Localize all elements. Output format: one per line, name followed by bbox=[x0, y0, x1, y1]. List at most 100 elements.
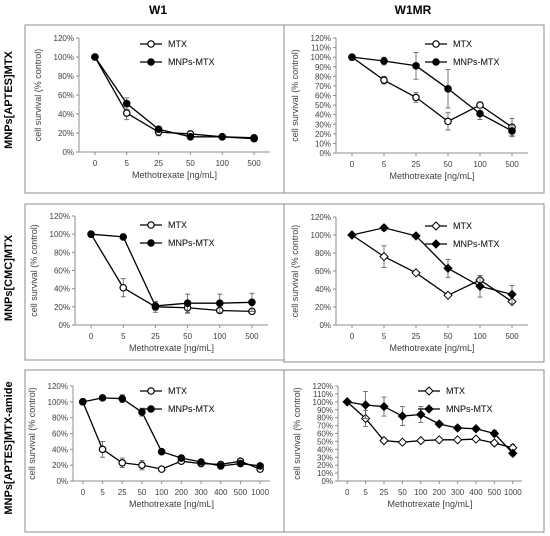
legend-label: MNPs-MTX bbox=[453, 239, 500, 249]
data-point bbox=[412, 93, 420, 102]
y-tick-label: 50% bbox=[315, 101, 331, 110]
y-axis-title: cell survival (% control) bbox=[290, 49, 300, 142]
x-tick-label: 500 bbox=[505, 160, 519, 169]
data-point bbox=[215, 299, 224, 308]
y-tick-label: 80% bbox=[315, 72, 331, 81]
series-line bbox=[82, 401, 261, 470]
y-axis-title: cell survival (% control) bbox=[29, 224, 39, 317]
series-line bbox=[351, 234, 513, 303]
y-tick-label: 10% bbox=[317, 469, 333, 478]
x-tick-label: 500 bbox=[247, 159, 261, 168]
data-point bbox=[380, 57, 388, 65]
x-axis-title: Methotrexate [ng/mL] bbox=[129, 499, 214, 509]
data-point bbox=[380, 76, 388, 84]
y-tick-label: 0% bbox=[319, 321, 331, 330]
data-point bbox=[412, 61, 420, 70]
x-tick-label: 0 bbox=[345, 488, 350, 497]
y-tick-label: 50% bbox=[317, 437, 333, 446]
data-point bbox=[416, 435, 426, 446]
y-tick-label: 30% bbox=[315, 120, 331, 129]
data-point bbox=[250, 133, 258, 142]
x-tick-label: 200 bbox=[175, 488, 189, 497]
y-tick-label: 120% bbox=[54, 34, 74, 43]
x-tick-label: 200 bbox=[433, 488, 447, 497]
y-tick-label: 80% bbox=[54, 248, 70, 257]
x-axis-title: Methotrexate [ng/mL] bbox=[129, 343, 214, 353]
legend-marker bbox=[147, 387, 155, 395]
y-tick-label: 80% bbox=[317, 414, 333, 423]
x-tick-label: 0 bbox=[350, 160, 355, 169]
series-line bbox=[347, 401, 514, 454]
x-axis-title: Methotrexate [ng/mL] bbox=[389, 343, 474, 353]
series-line bbox=[351, 227, 513, 296]
data-point bbox=[379, 435, 389, 446]
data-point bbox=[216, 462, 225, 470]
x-tick-label: 0 bbox=[93, 159, 98, 168]
series-line bbox=[94, 56, 255, 139]
legend-label: MTX bbox=[168, 220, 187, 230]
panel-frame bbox=[283, 203, 545, 363]
data-point bbox=[379, 251, 389, 262]
y-tick-label: 120% bbox=[311, 34, 331, 43]
data-point bbox=[476, 109, 484, 118]
x-tick-label: 500 bbox=[488, 488, 502, 497]
x-tick-label: 5 bbox=[382, 160, 387, 169]
y-tick-label: 60% bbox=[58, 91, 74, 100]
y-tick-label: 20% bbox=[58, 129, 74, 138]
data-point bbox=[508, 448, 518, 458]
y-tick-label: 20% bbox=[54, 303, 70, 312]
legend-marker bbox=[424, 404, 434, 414]
data-point bbox=[397, 437, 408, 447]
y-tick-label: 70% bbox=[317, 422, 333, 431]
legend-label: MNPs-MTX bbox=[168, 404, 215, 414]
x-tick-label: 25 bbox=[412, 332, 421, 341]
series-line bbox=[351, 56, 513, 128]
legend-label: MTX bbox=[168, 386, 187, 396]
x-tick-label: 100 bbox=[216, 159, 230, 168]
data-point bbox=[397, 411, 408, 421]
panel-frame bbox=[24, 24, 294, 194]
data-point bbox=[434, 435, 444, 445]
data-point bbox=[183, 299, 192, 308]
data-point bbox=[87, 230, 95, 238]
legend-label: MTX bbox=[168, 39, 187, 49]
panel-frame bbox=[283, 369, 545, 533]
x-tick-label: 5 bbox=[382, 332, 387, 341]
data-point bbox=[79, 398, 87, 406]
x-tick-label: 100 bbox=[155, 488, 169, 497]
series-line bbox=[346, 401, 513, 449]
x-tick-label: 500 bbox=[234, 488, 248, 497]
data-point bbox=[218, 133, 227, 141]
y-tick-label: 0% bbox=[58, 321, 70, 330]
data-point bbox=[360, 400, 371, 410]
y-axis-title: cell survival (% control) bbox=[292, 387, 302, 480]
panel-frame bbox=[283, 24, 545, 194]
data-point bbox=[157, 447, 166, 456]
y-tick-label: 0% bbox=[321, 477, 333, 486]
x-tick-label: 50 bbox=[183, 332, 192, 341]
data-point bbox=[122, 109, 131, 117]
data-point bbox=[119, 283, 128, 292]
y-tick-label: 100% bbox=[311, 231, 331, 240]
x-tick-label: 25 bbox=[412, 160, 421, 169]
y-tick-label: 20% bbox=[315, 303, 331, 312]
x-tick-label: 100 bbox=[213, 332, 227, 341]
x-tick-label: 50 bbox=[186, 159, 195, 168]
data-point bbox=[471, 424, 481, 434]
legend-marker bbox=[432, 58, 440, 66]
data-point bbox=[434, 419, 444, 429]
data-point bbox=[157, 465, 166, 473]
data-point bbox=[154, 125, 163, 134]
data-point bbox=[98, 394, 107, 402]
y-tick-label: 30% bbox=[317, 453, 333, 462]
legend-marker bbox=[147, 221, 155, 229]
data-point bbox=[348, 53, 356, 61]
y-tick-label: 60% bbox=[52, 430, 68, 439]
y-tick-label: 90% bbox=[315, 63, 331, 72]
data-point bbox=[186, 133, 195, 141]
series-line bbox=[90, 233, 252, 313]
chart-panels: 0%20%40%60%80%100%120%0 5 25 50 100 500Methot… bbox=[24, 24, 545, 533]
data-point bbox=[476, 101, 484, 109]
y-tick-label: 60% bbox=[317, 430, 333, 439]
series-line bbox=[351, 56, 513, 132]
